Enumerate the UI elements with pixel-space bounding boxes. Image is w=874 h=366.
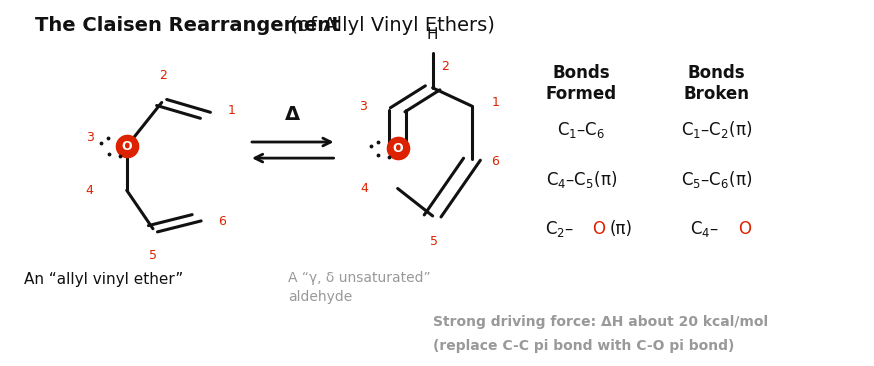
Text: $\mathregular{C_5}$–$\mathregular{C_6}$(π): $\mathregular{C_5}$–$\mathregular{C_6}$(…	[681, 169, 753, 190]
Text: O: O	[739, 220, 752, 238]
Text: 6: 6	[218, 215, 226, 228]
Text: O: O	[592, 220, 605, 238]
Text: $\mathregular{C_2}$–: $\mathregular{C_2}$–	[545, 219, 573, 239]
Text: H: H	[427, 27, 439, 42]
Text: (of Allyl Vinyl Ethers): (of Allyl Vinyl Ethers)	[278, 16, 495, 36]
Text: 3: 3	[86, 131, 94, 144]
Text: A “γ, δ unsaturated”
aldehyde: A “γ, δ unsaturated” aldehyde	[288, 270, 431, 304]
Text: The Claisen Rearrangement: The Claisen Rearrangement	[35, 16, 341, 36]
Text: An “allyl vinyl ether”: An “allyl vinyl ether”	[24, 273, 184, 287]
Text: 4: 4	[360, 182, 368, 195]
Text: 6: 6	[491, 154, 499, 168]
Text: 3: 3	[359, 100, 367, 113]
Text: 5: 5	[430, 235, 439, 248]
Text: Bonds
Formed: Bonds Formed	[545, 64, 617, 103]
Text: 1: 1	[491, 96, 499, 109]
Text: 5: 5	[149, 249, 157, 262]
Text: 1: 1	[227, 104, 235, 117]
Text: $\mathregular{C_1}$–$\mathregular{C_6}$: $\mathregular{C_1}$–$\mathregular{C_6}$	[557, 120, 606, 140]
Text: $\mathregular{C_1}$–$\mathregular{C_2}$(π): $\mathregular{C_1}$–$\mathregular{C_2}$(…	[681, 119, 753, 141]
Text: 2: 2	[159, 69, 168, 82]
Text: $\mathregular{C_4}$–: $\mathregular{C_4}$–	[690, 219, 719, 239]
Text: (π): (π)	[610, 220, 633, 238]
Text: $\mathregular{C_4}$–$\mathregular{C_5}$(π): $\mathregular{C_4}$–$\mathregular{C_5}$(…	[545, 169, 617, 190]
Text: 2: 2	[441, 60, 449, 73]
Text: O: O	[392, 142, 403, 155]
Text: 4: 4	[86, 184, 94, 197]
Text: (replace C-C pi bond with C-O pi bond): (replace C-C pi bond with C-O pi bond)	[433, 339, 734, 353]
Text: Strong driving force: ΔH about 20 kcal/mol: Strong driving force: ΔH about 20 kcal/m…	[433, 315, 767, 329]
Text: O: O	[121, 140, 132, 153]
Text: Bonds
Broken: Bonds Broken	[683, 64, 750, 103]
Text: Δ: Δ	[285, 105, 301, 124]
